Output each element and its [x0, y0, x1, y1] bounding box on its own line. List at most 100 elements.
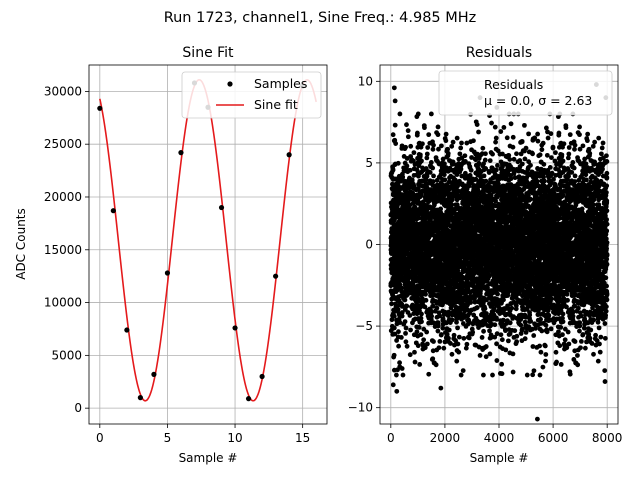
residual-point	[404, 343, 410, 349]
residual-point	[481, 372, 486, 378]
residual-point	[392, 331, 398, 337]
residual-point	[507, 157, 513, 162]
sine-fit-title: Sine Fit	[182, 45, 234, 61]
residual-point	[423, 291, 428, 297]
residual-point	[505, 338, 511, 344]
residual-point	[461, 335, 467, 341]
residual-point	[419, 311, 424, 317]
residual-point	[419, 158, 424, 164]
residual-point	[490, 372, 495, 378]
residual-point	[490, 151, 495, 157]
residual-point	[436, 345, 442, 351]
residual-point	[449, 202, 454, 207]
residual-point	[391, 325, 397, 331]
residual-point	[404, 122, 409, 128]
residual-point	[407, 167, 413, 173]
residual-point	[431, 142, 436, 148]
residual-point	[519, 161, 525, 167]
residual-point	[405, 134, 411, 140]
residual-point	[431, 320, 436, 326]
residual-point	[464, 341, 470, 347]
y-tick-label: 15000	[44, 243, 82, 257]
residual-point	[474, 305, 480, 310]
residual-point	[446, 309, 452, 315]
residual-point	[404, 303, 410, 309]
residual-point	[408, 143, 414, 149]
residual-point	[434, 305, 440, 311]
residual-point	[498, 129, 504, 134]
legend-samples-marker	[227, 81, 233, 87]
residual-point	[431, 173, 436, 179]
residual-point	[476, 129, 481, 135]
residual-point	[418, 332, 424, 338]
residual-point	[415, 343, 421, 349]
residual-point	[512, 328, 518, 334]
residual-point	[446, 327, 452, 333]
residual-point	[483, 151, 488, 157]
residual-point	[498, 332, 504, 338]
sample-point	[245, 396, 252, 402]
residual-point	[482, 306, 488, 312]
residual-point	[412, 359, 418, 365]
residual-point	[442, 309, 448, 315]
residual-point	[487, 328, 492, 334]
residual-point	[408, 327, 413, 333]
residual-point	[470, 329, 476, 335]
residual-point	[514, 333, 520, 339]
residual-point	[402, 319, 408, 325]
residual-point	[474, 122, 480, 127]
residual-point	[395, 307, 401, 312]
residual-point	[407, 352, 413, 358]
residual-point	[499, 337, 505, 343]
residual-point	[510, 369, 516, 375]
residual-point	[390, 132, 396, 138]
residual-point	[433, 362, 439, 368]
residual-point	[439, 143, 444, 149]
residual-point	[411, 150, 417, 156]
residual-point	[446, 187, 452, 193]
x-tick-label: 5	[164, 431, 172, 445]
y-tick-label: 25000	[44, 137, 82, 151]
residual-point	[399, 285, 405, 291]
residual-point	[499, 361, 505, 367]
residual-point	[442, 168, 447, 174]
residual-point	[493, 167, 499, 173]
residual-point	[513, 303, 519, 309]
residual-point	[423, 297, 429, 303]
residual-point	[400, 372, 406, 378]
sample-point	[218, 204, 225, 211]
sine-fit-grid	[89, 65, 327, 424]
residual-point	[412, 349, 417, 355]
residual-point	[416, 325, 422, 330]
residual-point	[393, 372, 399, 378]
residual-point	[443, 131, 449, 137]
residual-point	[492, 124, 498, 130]
residual-point	[416, 215, 421, 221]
residual-point	[392, 122, 398, 128]
residual-point	[404, 163, 410, 169]
residual-point	[420, 141, 425, 147]
residual-point	[428, 217, 433, 223]
residual-point	[477, 353, 483, 358]
sine-fit-axes-frame	[88, 64, 328, 425]
figure-suptitle: Run 1723, channel1, Sine Freq.: 4.985 MH…	[164, 10, 477, 26]
residual-point	[407, 313, 413, 318]
residual-point	[450, 159, 456, 165]
residual-point	[435, 124, 441, 130]
residual-point	[436, 146, 441, 152]
residual-point	[397, 360, 402, 366]
residual-point	[495, 291, 500, 297]
residual-point	[421, 337, 427, 343]
residual-point	[494, 358, 500, 363]
residual-point	[424, 155, 430, 161]
residual-point	[481, 173, 487, 179]
residual-point	[419, 319, 424, 325]
residual-point	[399, 304, 405, 309]
residual-point	[398, 335, 404, 340]
residual-point	[422, 125, 427, 131]
residual-point	[450, 139, 456, 145]
y-tick-label: 20000	[44, 190, 82, 204]
residual-point	[454, 358, 460, 364]
sample-point	[151, 371, 157, 377]
residual-point	[400, 174, 406, 180]
